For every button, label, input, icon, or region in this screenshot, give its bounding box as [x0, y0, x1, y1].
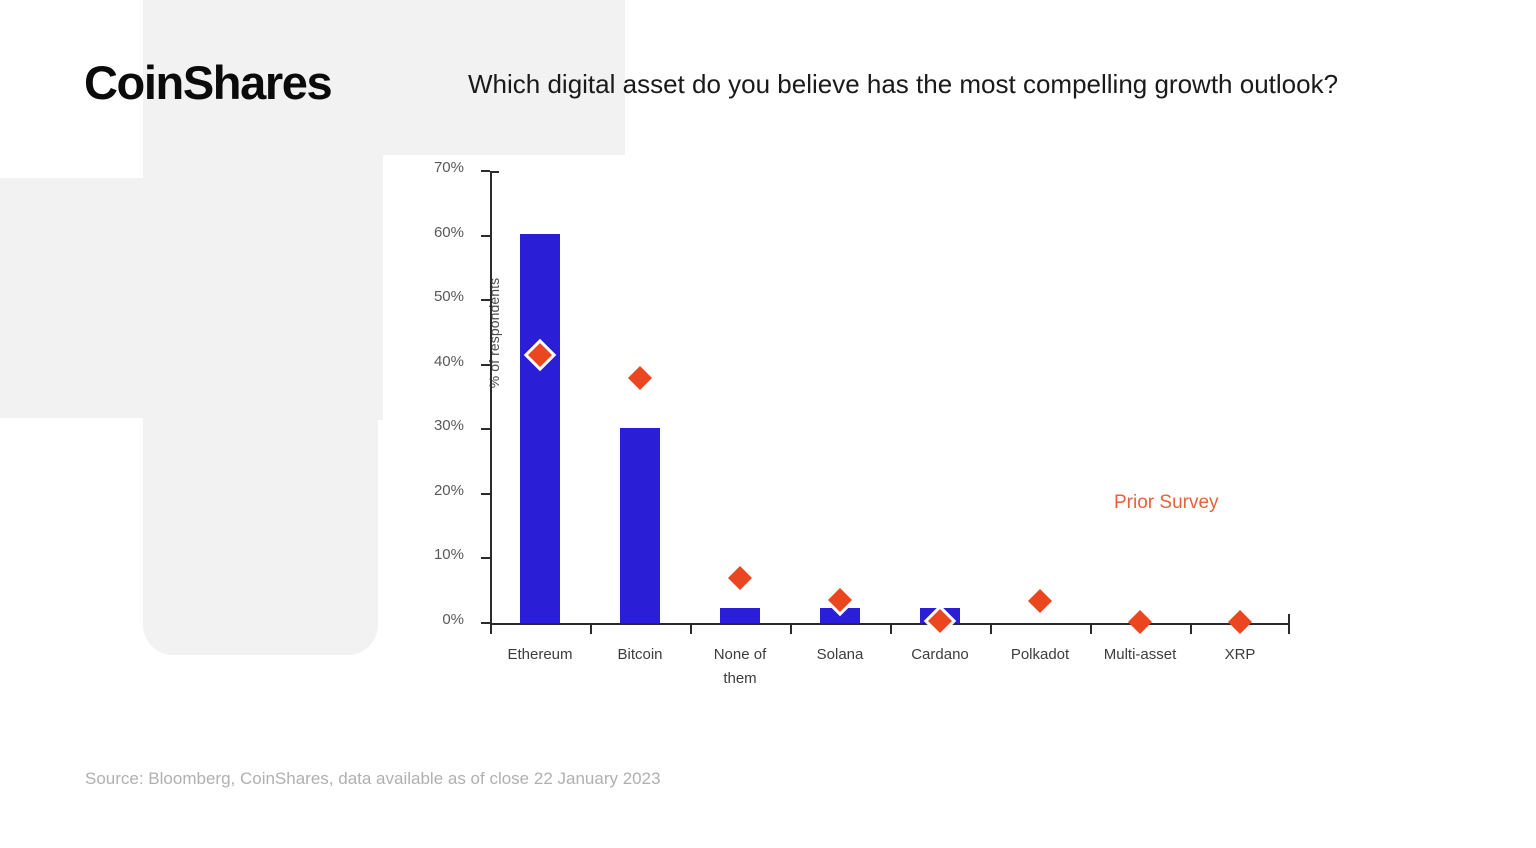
y-axis-tick: 0% — [442, 611, 490, 628]
x-axis-category-label-line: Multi-asset — [1103, 646, 1177, 663]
y-axis-tick-label: 60% — [433, 223, 464, 241]
decorative-shape-top — [143, 0, 625, 155]
prior-survey-marker — [727, 565, 753, 590]
prior-survey-marker — [1227, 609, 1253, 634]
x-axis-tick — [890, 623, 892, 634]
y-axis-tick: 20% — [434, 482, 490, 499]
bar — [520, 233, 560, 623]
x-axis-category-label: Bitcoin — [590, 643, 690, 667]
x-axis-tick — [990, 623, 992, 634]
x-axis-tick — [1190, 623, 1192, 634]
prior-survey-marker — [1027, 589, 1053, 614]
y-axis-tick-label: 40% — [433, 352, 464, 370]
x-axis-category-label: Solana — [790, 643, 890, 667]
x-axis-tick — [590, 623, 592, 634]
x-axis-tick — [790, 623, 792, 634]
legend-prior-survey: Prior Survey — [1114, 492, 1219, 513]
x-axis-category-label-line: Ethereum — [507, 646, 573, 663]
y-axis-tick: 60% — [434, 224, 490, 241]
x-axis-right-cap — [1288, 614, 1290, 625]
bar — [720, 607, 760, 623]
plot-area: 0% 10% 20% 30% 40% 50% 60% 70% Ethereum Bitcoin N… — [434, 159, 1290, 687]
survey-bar-chart: % of respondents 0% 10% 20% 30% 40% 50% 60% 70%… — [404, 150, 1304, 690]
x-axis-category-label-line: them — [723, 670, 757, 687]
y-axis-tick: 40% — [434, 353, 490, 370]
y-axis-tick: 50% — [434, 288, 490, 305]
y-axis-tick-label: 10% — [433, 546, 464, 564]
x-axis-category-label: Polkadot — [990, 643, 1090, 667]
y-axis-tick-label: 50% — [433, 288, 464, 306]
x-axis-category-label: None of them — [690, 643, 790, 691]
y-axis-tick-label: 30% — [433, 417, 464, 435]
bar — [620, 427, 660, 623]
decorative-shape-main — [143, 150, 378, 655]
x-axis-category-label-line: Polkadot — [1010, 646, 1070, 663]
x-axis-category-label-line: None of — [713, 646, 767, 663]
page-title: Which digital asset do you believe has t… — [468, 69, 1339, 99]
x-axis-category-label-line: XRP — [1224, 646, 1256, 663]
x-axis-tick — [490, 623, 492, 634]
y-axis-tick: 10% — [434, 546, 490, 563]
y-axis-tick-label: 20% — [433, 481, 464, 499]
x-axis-category-label-line: Cardano — [911, 646, 969, 663]
y-axis-top-cap — [490, 171, 499, 173]
x-axis-category-label: XRP — [1190, 643, 1290, 667]
x-axis-tick — [690, 623, 692, 634]
x-axis-category-label-line: Solana — [816, 646, 864, 663]
x-axis-tick — [1288, 623, 1290, 634]
y-axis-tick-label: 70% — [433, 159, 464, 176]
x-axis-category-label: Cardano — [890, 643, 990, 667]
y-axis-tick-label: 0% — [442, 611, 464, 628]
coinshares-logo: CoinShares — [84, 56, 333, 109]
prior-survey-marker — [1127, 609, 1153, 634]
y-axis-tick: 70% — [434, 159, 490, 176]
source-note: Source: Bloomberg, CoinShares, data avai… — [85, 769, 661, 788]
x-axis-category-label-line: Bitcoin — [617, 646, 663, 663]
y-axis-line — [490, 171, 492, 624]
x-axis-category-label: Ethereum — [490, 643, 590, 667]
x-axis-tick — [1090, 623, 1092, 634]
y-axis-tick: 30% — [434, 417, 490, 434]
prior-survey-marker — [627, 365, 653, 390]
x-axis-category-label: Multi-asset — [1090, 643, 1190, 667]
bar — [820, 607, 860, 623]
